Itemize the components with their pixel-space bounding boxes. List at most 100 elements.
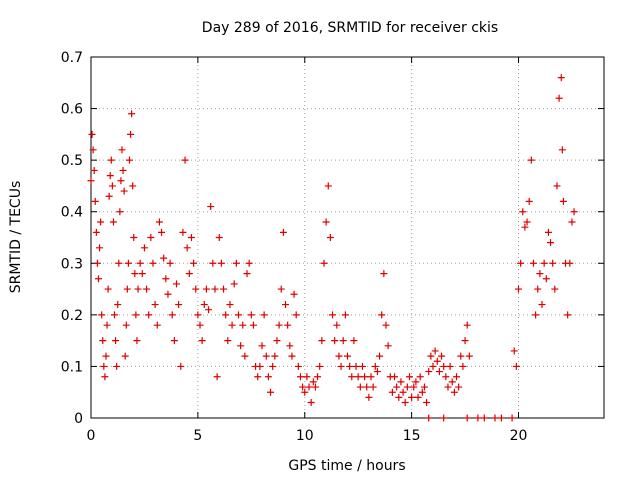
data-point (100, 362, 108, 370)
data-point (256, 362, 264, 370)
data-point (393, 383, 401, 391)
data-point (358, 362, 366, 370)
y-tick-label: 0.5 (61, 153, 83, 169)
data-point (224, 337, 232, 345)
data-point (205, 306, 213, 314)
data-point (547, 239, 555, 247)
data-point (123, 285, 131, 293)
data-point (348, 373, 356, 381)
data-point (508, 414, 516, 422)
data-point (125, 156, 133, 164)
data-point (335, 352, 343, 360)
data-point (296, 373, 304, 381)
data-point (497, 414, 505, 422)
data-point (416, 373, 424, 381)
data-point (373, 368, 381, 376)
x-tick-label: 5 (193, 428, 202, 444)
data-point (391, 373, 399, 381)
data-point (107, 156, 115, 164)
data-point (143, 285, 151, 293)
data-point (128, 110, 136, 118)
data-point (247, 311, 255, 319)
data-point (217, 259, 225, 267)
data-point (344, 352, 351, 360)
data-point (311, 383, 319, 391)
y-tick-label: 0.2 (61, 308, 83, 324)
data-point (339, 337, 347, 345)
data-point (96, 244, 104, 252)
data-point (329, 311, 337, 319)
data-point (282, 301, 290, 309)
data-point (376, 352, 384, 360)
data-point (166, 259, 174, 267)
data-point (324, 182, 332, 190)
data-point (557, 74, 565, 82)
data-point (132, 311, 140, 319)
data-point (457, 352, 465, 360)
data-point (341, 311, 349, 319)
data-point (133, 337, 141, 345)
data-point (523, 218, 531, 226)
data-point (408, 393, 416, 401)
data-point (322, 218, 330, 226)
data-point (116, 208, 124, 216)
data-point (566, 259, 574, 267)
data-point (286, 342, 294, 350)
data-point (112, 337, 120, 345)
x-tick-label: 10 (296, 428, 314, 444)
data-point (284, 321, 292, 329)
data-point (369, 383, 377, 391)
data-point (346, 362, 354, 370)
data-point (275, 321, 283, 329)
data-point (134, 285, 142, 293)
data-point (442, 373, 450, 381)
data-point (147, 234, 155, 241)
data-point (93, 259, 101, 267)
data-point (378, 311, 386, 319)
data-point (446, 362, 454, 370)
data-point (423, 399, 431, 407)
data-point (553, 182, 561, 190)
data-point (558, 146, 566, 154)
data-point (519, 208, 527, 216)
data-point (101, 373, 109, 381)
data-point (570, 208, 578, 216)
data-point (213, 373, 221, 381)
data-point (474, 414, 482, 422)
data-point (318, 337, 326, 345)
data-point (98, 311, 106, 319)
data-point (418, 388, 426, 396)
data-point (127, 130, 135, 138)
data-point (540, 259, 548, 267)
grid-layer (91, 57, 604, 418)
data-point (138, 270, 146, 278)
data-point (371, 362, 379, 370)
data-point (525, 197, 533, 205)
data-point (337, 362, 345, 370)
data-point (480, 414, 488, 422)
data-point (399, 388, 407, 396)
data-point (121, 352, 129, 360)
data-point (273, 337, 281, 345)
data-point (510, 347, 518, 355)
data-point (412, 378, 420, 386)
data-point (211, 285, 219, 293)
data-point (145, 311, 153, 319)
data-point (440, 414, 448, 422)
data-point (89, 146, 97, 154)
data-point (512, 362, 520, 370)
data-point (149, 259, 157, 267)
data-point (175, 301, 183, 309)
data-point (314, 373, 322, 381)
data-point (99, 337, 107, 345)
data-point (190, 259, 198, 267)
data-point (194, 311, 202, 319)
data-point (226, 301, 234, 309)
data-point (435, 368, 443, 376)
data-point (230, 280, 238, 288)
data-point (356, 383, 364, 391)
data-point (542, 275, 550, 283)
data-point (215, 234, 223, 241)
data-point (136, 259, 144, 267)
data-point (397, 378, 405, 386)
